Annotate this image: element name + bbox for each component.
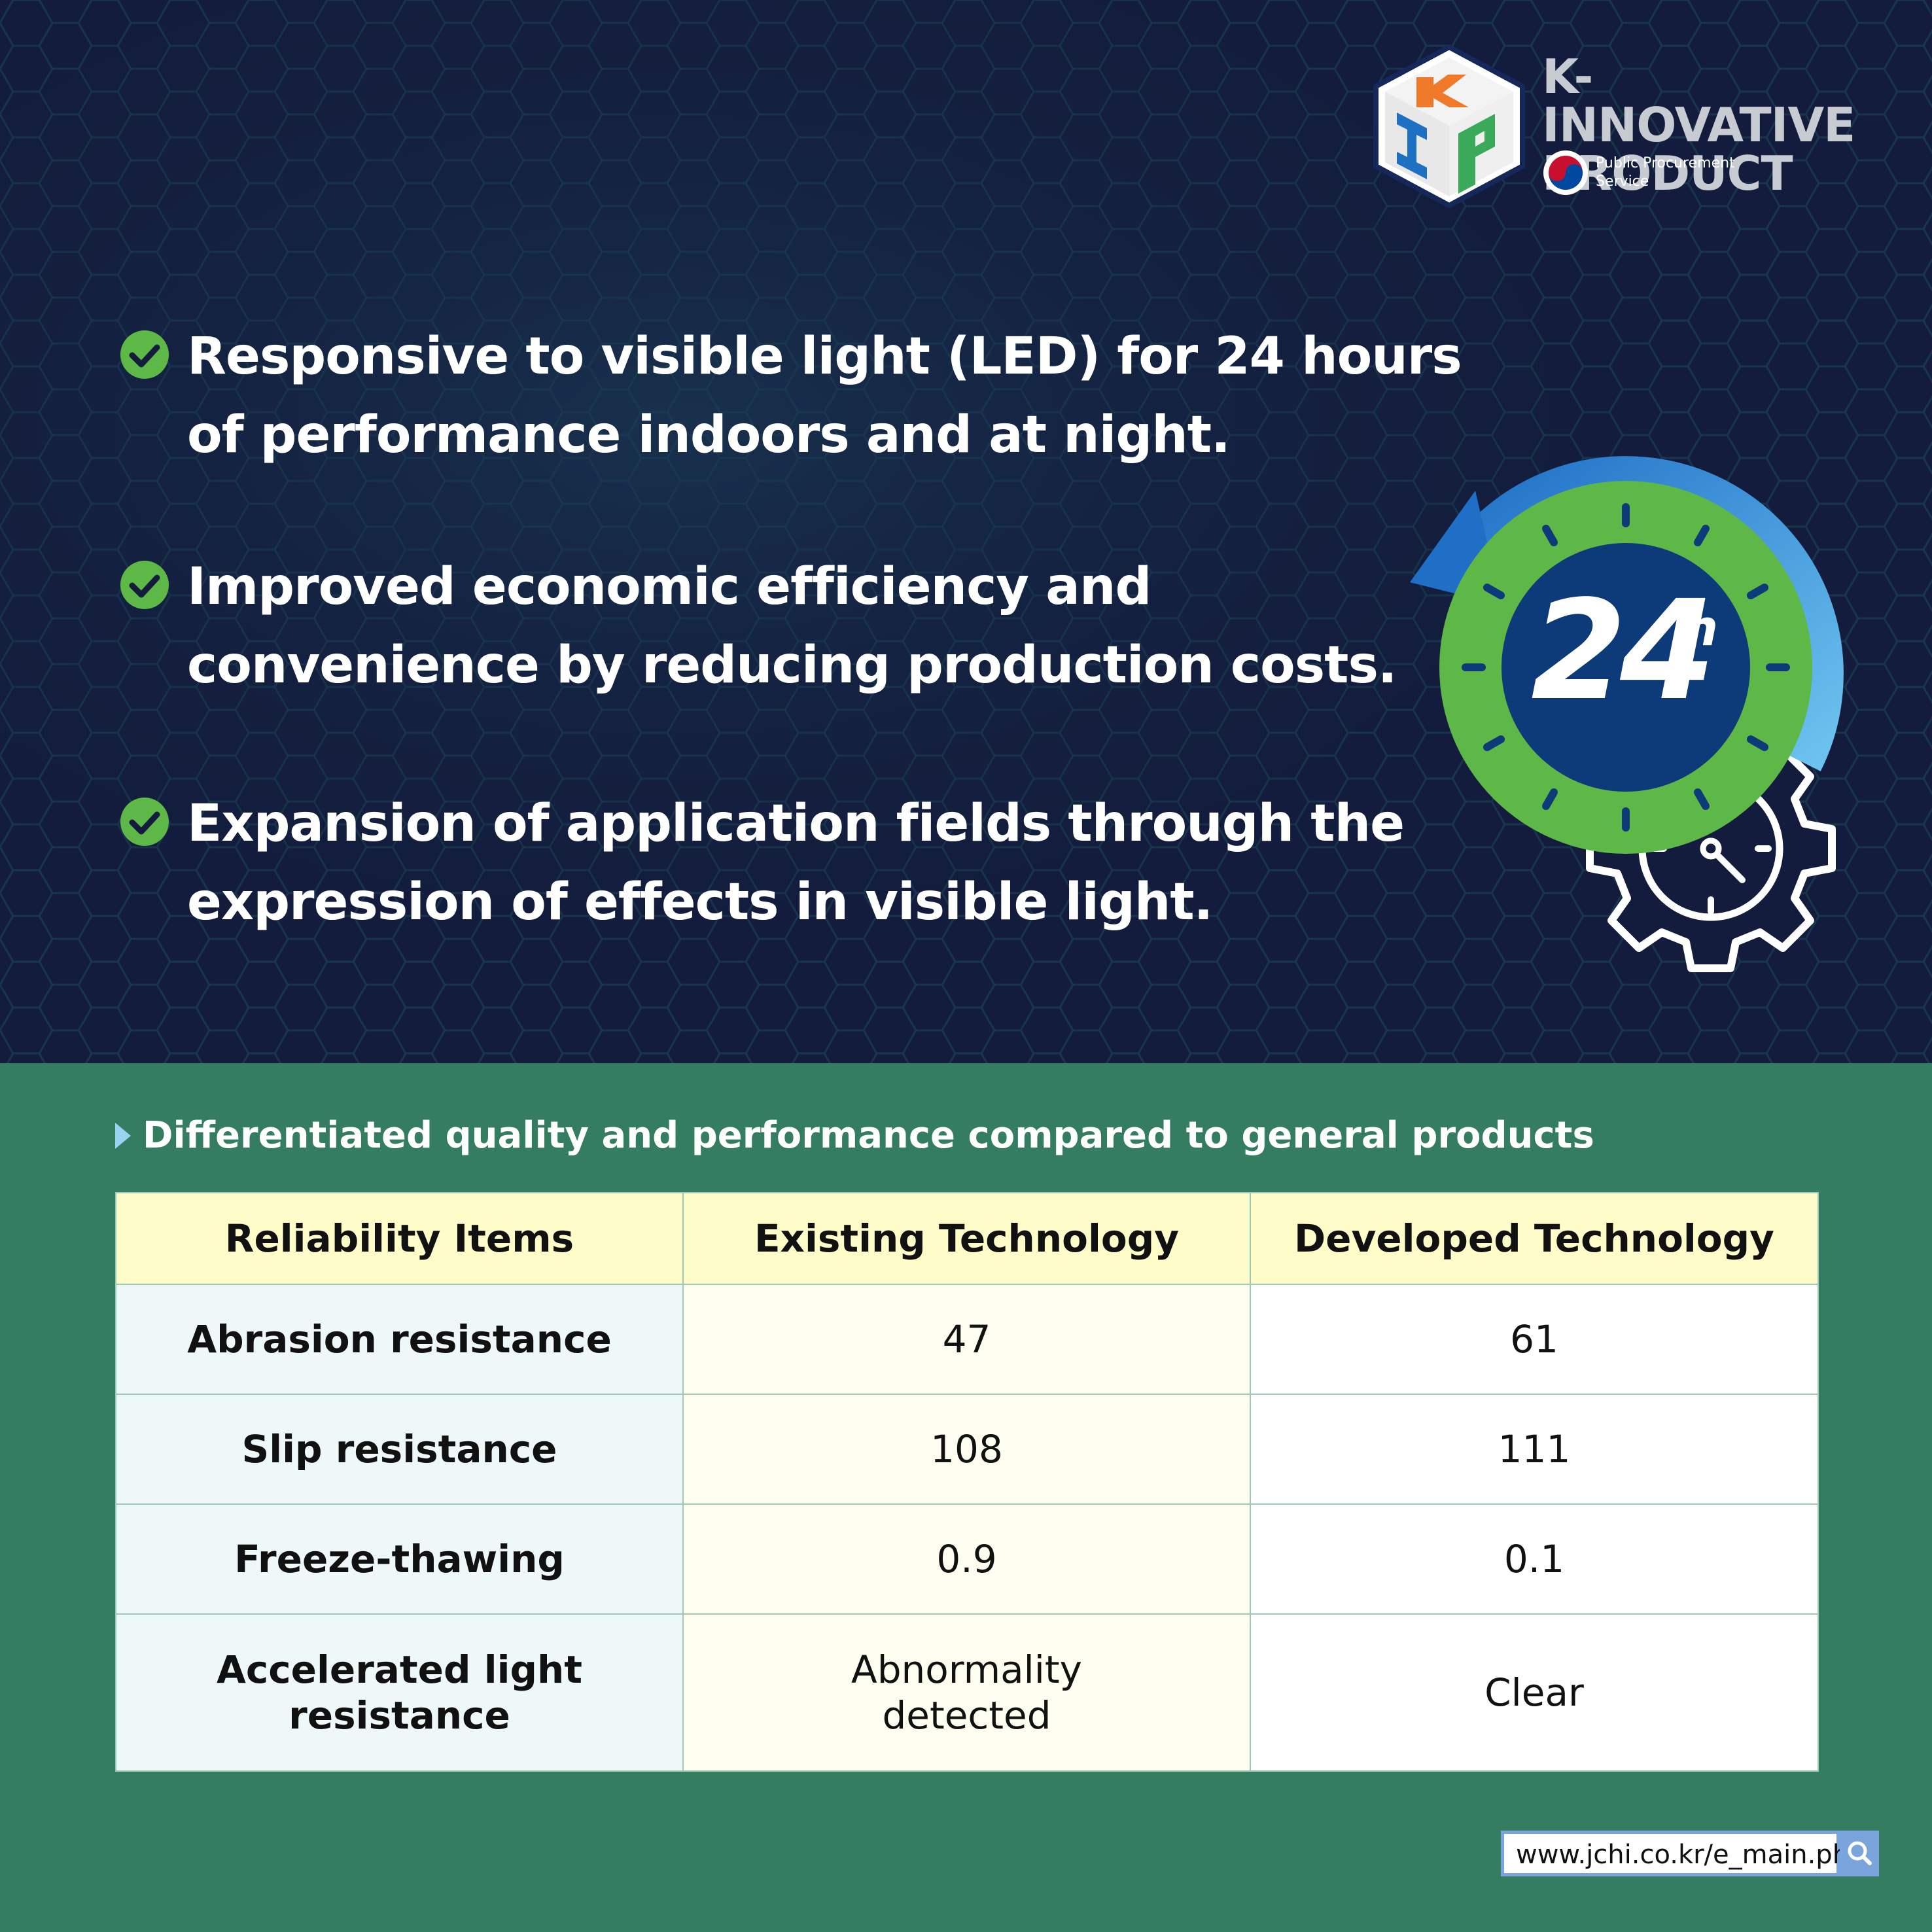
benefit-line: Improved economic efficiency and (187, 557, 1151, 616)
cell-text: Slip resistance (241, 1427, 557, 1471)
kip-logo-icon (1373, 44, 1525, 208)
table-row: Abrasion resistance 47 61 (115, 1284, 1819, 1395)
cell-text: detected (882, 1693, 1051, 1738)
benefit-line: of performance indoors and at night. (187, 406, 1231, 465)
table-row: Freeze-thawing 0.9 0.1 (115, 1503, 1819, 1615)
table-cell-developed: 61 (1250, 1284, 1819, 1395)
cell-text: Accelerated light (216, 1647, 582, 1692)
table-cell-existing: Abnormality detected (682, 1613, 1251, 1772)
cell-text: Clear (1484, 1670, 1584, 1715)
cell-text: Freeze-thawing (234, 1537, 565, 1581)
agency-name: Public Procurement Service (1596, 154, 1766, 191)
table-cell-item: Accelerated light resistance (115, 1613, 684, 1772)
column-header: Developed Technology (1250, 1192, 1819, 1285)
table-cell-existing: 108 (682, 1394, 1251, 1505)
benefit-list: Responsive to visible light (LED) for 24… (119, 317, 1467, 1015)
brand-title-line-1: K-INNOVATIVE (1542, 49, 1855, 152)
table-cell-developed: 0.1 (1250, 1503, 1819, 1615)
cell-text: Abrasion resistance (187, 1317, 612, 1361)
url-text[interactable]: www.jchi.co.kr/e_main.php (1516, 1840, 1866, 1870)
benefit-line: convenience by reducing production costs… (187, 636, 1397, 695)
table-header-row: Reliability Items Existing Technology De… (115, 1192, 1819, 1285)
benefit-item: Responsive to visible light (LED) for 24… (119, 317, 1467, 474)
benefit-line: Expansion of application fields through … (187, 794, 1405, 853)
column-header: Reliability Items (115, 1192, 684, 1285)
check-circle-icon (120, 798, 169, 846)
table-cell-item: Abrasion resistance (115, 1284, 684, 1395)
government-emblem-icon (1543, 150, 1588, 195)
comparison-title: Differentiated quality and performance c… (143, 1114, 1594, 1157)
cell-text: 108 (930, 1427, 1003, 1471)
benefit-text: Expansion of application fields through … (187, 784, 1496, 941)
cell-text: 111 (1498, 1427, 1571, 1471)
hero-panel: K-INNOVATIVE PRODUCT Public Procurement … (0, 0, 1932, 1063)
triangle-right-icon (115, 1123, 131, 1149)
cell-text: 61 (1510, 1317, 1558, 1361)
table-row: Accelerated light resistance Abnormality… (115, 1613, 1819, 1772)
agency-name-line-1: Public Procurement (1596, 155, 1735, 171)
table-cell-existing: 47 (682, 1284, 1251, 1395)
brand-block: K-INNOVATIVE PRODUCT Public Procurement … (1371, 44, 1881, 208)
clock-24h-icon (1410, 456, 1844, 972)
cell-text: resistance (289, 1693, 510, 1738)
table-row: Slip resistance 108 111 (115, 1394, 1819, 1505)
agency-name-line-2: Service (1596, 173, 1649, 190)
benefit-item: Expansion of application fields through … (119, 784, 1467, 941)
table-cell-item: Freeze-thawing (115, 1503, 684, 1615)
benefit-item: Improved economic efficiency and conveni… (119, 548, 1467, 705)
table-cell-developed: 111 (1250, 1394, 1819, 1505)
search-button[interactable] (1840, 1831, 1879, 1876)
benefit-text: Improved economic efficiency and conveni… (187, 548, 1496, 705)
check-circle-icon (120, 330, 169, 379)
benefit-line: Responsive to visible light (LED) for 24… (187, 327, 1462, 386)
table-cell-existing: 0.9 (682, 1503, 1251, 1615)
cell-text: 0.9 (936, 1537, 997, 1581)
search-icon[interactable] (1840, 1831, 1879, 1876)
table-cell-developed: Clear (1250, 1613, 1819, 1772)
table-cell-item: Slip resistance (115, 1394, 684, 1505)
badge-number: 24 (1531, 571, 1715, 731)
url-search-box[interactable]: www.jchi.co.kr/e_main.php (1501, 1831, 1865, 1876)
check-circle-icon (120, 561, 169, 609)
cell-text: 47 (942, 1317, 991, 1361)
cell-text: 0.1 (1503, 1537, 1565, 1581)
comparison-table: Reliability Items Existing Technology De… (115, 1192, 1819, 1772)
badge-unit: h (1683, 599, 1719, 657)
column-header: Existing Technology (682, 1192, 1251, 1285)
benefit-line: expression of effects in visible light. (187, 873, 1213, 932)
benefit-text: Responsive to visible light (LED) for 24… (187, 317, 1496, 474)
cell-text: Abnormality (851, 1647, 1082, 1692)
